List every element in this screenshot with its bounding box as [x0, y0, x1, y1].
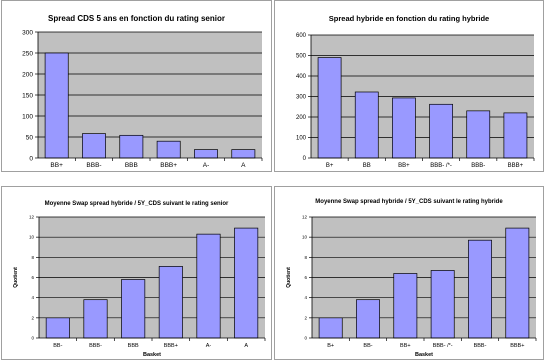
x-tick-label: BB+ [50, 162, 63, 169]
x-tick-label: A [241, 162, 246, 169]
bar [119, 134, 144, 159]
y-tick-label: 10 [29, 235, 35, 240]
x-tick-label: BBB- [86, 162, 101, 169]
x-tick-label: BBB+ [510, 343, 524, 349]
y-tick-label: 6 [304, 275, 307, 280]
x-tick-label: A- [206, 343, 212, 349]
y-tick-label: 4 [31, 295, 34, 300]
x-tick-label: BB+ [400, 343, 411, 349]
y-axis-title: Quotient [13, 267, 19, 288]
bar [83, 299, 108, 339]
bar [430, 270, 455, 339]
y-tick-label: 0 [303, 156, 307, 162]
x-tick-label: BB- [53, 343, 62, 349]
y-tick-label: 8 [304, 255, 307, 260]
x-tick-label: A [244, 343, 248, 349]
x-tick-label: BBB- [89, 343, 102, 349]
chart-cds-senior: Spread CDS 5 ans en fonction du rating s… [22, 14, 263, 169]
x-tick-label: BBB- [471, 163, 485, 169]
y-tick-label: 0 [304, 336, 307, 341]
bar [121, 279, 146, 339]
chart-quotient-senior: Moyenne Swap spread hybride / 5Y_CDS sui… [13, 201, 266, 358]
x-tick-label: BBB [125, 162, 138, 169]
chart-panel-cds-senior: Spread CDS 5 ans en fonction du rating s… [1, 0, 272, 172]
y-tick-label: 50 [26, 134, 34, 141]
y-tick-label: 12 [29, 215, 35, 220]
bar [196, 233, 221, 339]
y-tick-label: 4 [304, 295, 307, 300]
y-tick-label: 0 [31, 336, 34, 341]
x-tick-label: BB+ [398, 163, 410, 169]
y-tick-label: 100 [296, 136, 307, 142]
y-tick-label: 10 [302, 235, 308, 240]
chart-quotient-hybrid: Moyenne Swap spread hybride / 5Y_CDS sui… [286, 199, 537, 358]
x-tick-label: BBB [128, 343, 139, 349]
chart-panel-hybrid-spread: Spread hybride en fonction du rating hyb… [274, 0, 544, 172]
chart-panel-quotient-hybrid: Moyenne Swap spread hybride / 5Y_CDS sui… [274, 186, 544, 360]
bar [82, 133, 106, 159]
x-tick-label: BBB- [474, 343, 487, 349]
chart-hybrid-spread: Spread hybride en fonction du rating hyb… [296, 14, 535, 169]
bar [158, 266, 183, 339]
y-tick-label: 300 [296, 95, 307, 101]
y-tick-label: 2 [31, 315, 34, 320]
y-tick-label: 400 [296, 74, 307, 80]
y-tick-label: 200 [22, 71, 33, 78]
y-axis-title: Quotient [286, 267, 292, 288]
x-tick-label: BBB- /*- [433, 343, 453, 349]
bar [392, 97, 416, 159]
bar [466, 110, 491, 159]
bar [468, 239, 492, 339]
bar [505, 227, 530, 339]
x-axis-title: Basket [143, 352, 161, 358]
y-tick-label: 300 [22, 29, 33, 36]
x-tick-label: B+ [327, 343, 334, 349]
x-tick-label: BBB- /*- [430, 163, 452, 169]
x-tick-label: A- [203, 162, 210, 169]
x-tick-label: BBB+ [164, 343, 178, 349]
chart-panel-quotient-senior: Moyenne Swap spread hybride / 5Y_CDS sui… [1, 186, 272, 360]
y-tick-label: 200 [296, 115, 307, 121]
bar [156, 140, 181, 159]
bar [231, 149, 256, 159]
y-tick-label: 600 [296, 33, 307, 39]
y-tick-label: 500 [296, 54, 307, 60]
y-tick-label: 250 [22, 50, 33, 57]
bar [356, 299, 380, 339]
y-tick-label: 6 [31, 275, 34, 280]
x-tick-label: BBB+ [508, 163, 524, 169]
chart-title: Spread CDS 5 ans en fonction du rating s… [48, 14, 225, 23]
chart-title: Spread hybride en fonction du rating hyb… [329, 14, 489, 23]
bar [234, 227, 259, 339]
x-tick-label: B+ [326, 163, 334, 169]
chart-title: Moyenne Swap spread hybride / 5Y_CDS sui… [315, 199, 503, 205]
bar [503, 112, 528, 159]
y-tick-label: 0 [29, 155, 33, 162]
x-tick-label: BB- [363, 343, 372, 349]
y-tick-label: 150 [22, 92, 33, 99]
y-tick-label: 2 [304, 315, 307, 320]
y-tick-label: 8 [31, 255, 34, 260]
bar [317, 57, 342, 159]
bar [194, 149, 218, 159]
bar [393, 273, 418, 339]
x-tick-label: BB [363, 163, 371, 169]
y-tick-label: 100 [22, 113, 33, 120]
y-tick-label: 12 [302, 215, 308, 220]
bar [44, 52, 69, 159]
x-tick-label: BBB+ [160, 162, 177, 169]
bar [429, 103, 453, 159]
bar [354, 91, 379, 159]
bar [45, 317, 70, 339]
chart-title: Moyenne Swap spread hybride / 5Y_CDS sui… [45, 201, 229, 207]
bar [318, 317, 343, 339]
x-axis-title: Basket [415, 352, 433, 358]
